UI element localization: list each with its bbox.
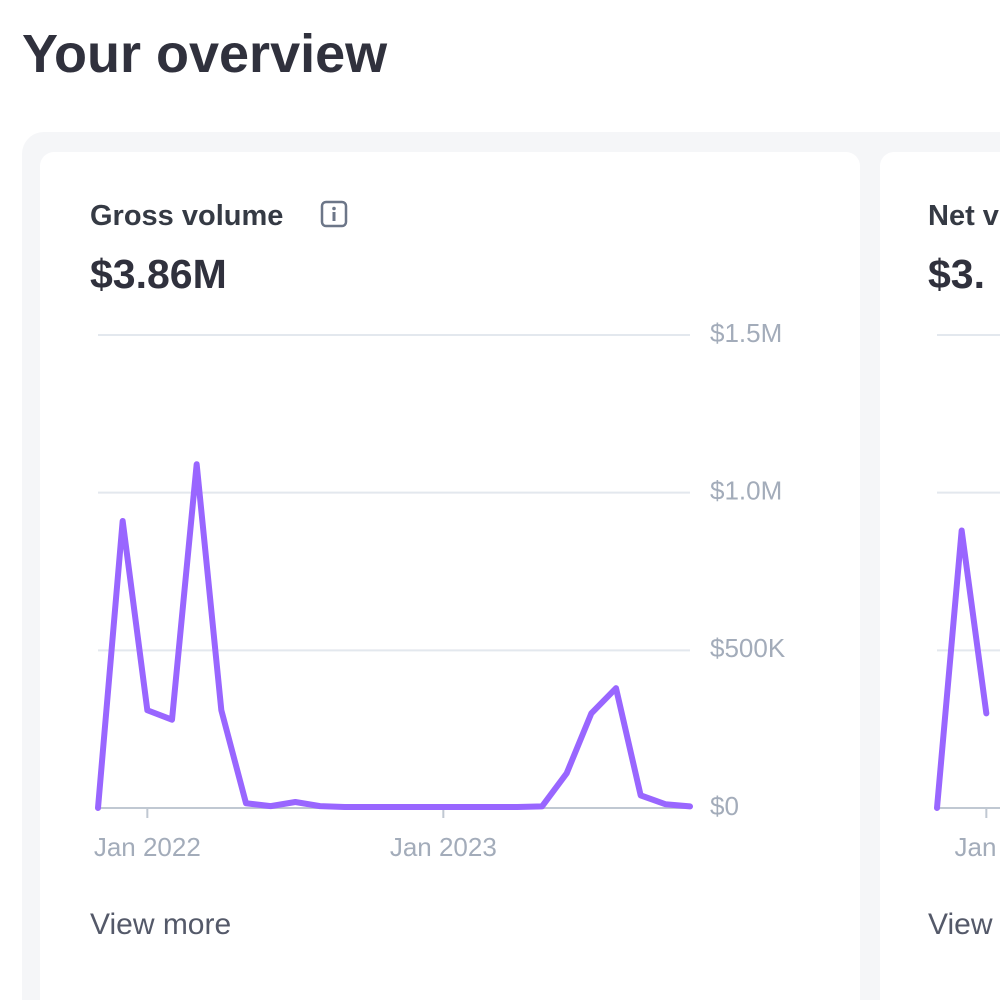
x-tick-label: Jan 2023 — [390, 832, 497, 862]
card-amount: $3.86M — [90, 251, 227, 297]
card — [880, 152, 1000, 1000]
x-tick-label: Jan 2022 — [94, 832, 201, 862]
y-tick-label: $1.5M — [710, 318, 782, 348]
info-icon[interactable] — [320, 200, 348, 228]
line-series — [95, 461, 693, 811]
x-tick-label: Jan 2 — [955, 832, 1000, 862]
card-label: Gross volume — [90, 200, 283, 232]
view-more-link[interactable]: View — [928, 908, 993, 941]
card-amount: $3. — [928, 251, 985, 297]
line-series — [934, 527, 990, 811]
y-tick-label: $0 — [710, 791, 739, 821]
page-title: Your overview — [22, 24, 388, 84]
y-tick-label: $500K — [710, 633, 786, 663]
card-label: Net v — [928, 200, 999, 232]
view-more-link[interactable]: View more — [90, 908, 231, 941]
y-tick-label: $1.0M — [710, 476, 782, 506]
